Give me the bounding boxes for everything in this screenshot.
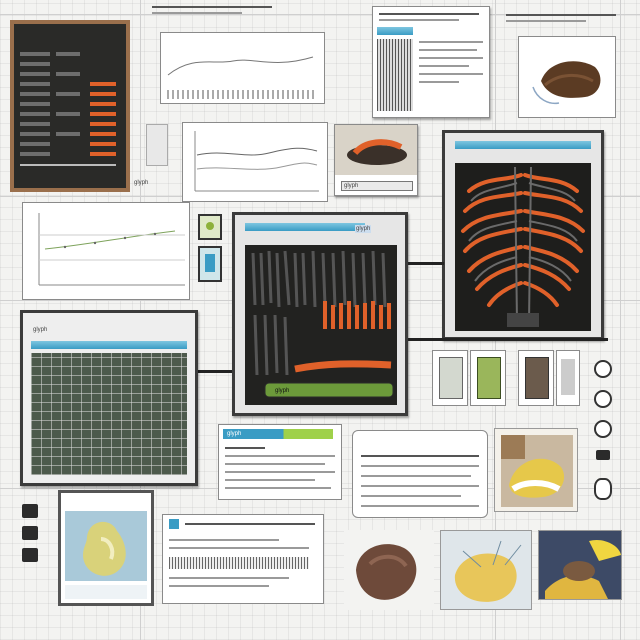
document-barcode: [377, 39, 413, 111]
line-chart-panel[interactable]: [182, 122, 328, 202]
toggle-icon[interactable]: [198, 214, 222, 240]
scatter-plot: [38, 213, 185, 286]
small-button[interactable]: [22, 526, 38, 540]
circle-button-icon[interactable]: [594, 420, 612, 438]
header-text-line: [506, 14, 616, 16]
line-chart-plot: [194, 131, 319, 192]
thumbnail-device-3[interactable]: [518, 350, 554, 406]
specimen-thumbnail-yellow[interactable]: [494, 428, 578, 512]
photo-caption: glyph: [344, 183, 359, 189]
circle-button-icon[interactable]: [594, 360, 612, 378]
specimen-thumbnail-top[interactable]: [518, 36, 616, 118]
top-label: glyph: [134, 180, 149, 186]
data-table-grid: [31, 353, 187, 475]
thumbnail-device-1[interactable]: [432, 350, 468, 406]
text-panel[interactable]: [352, 430, 488, 518]
connector-line: [408, 338, 608, 341]
document-titlebar: [377, 27, 413, 35]
striped-table: [20, 52, 120, 172]
photo-image: [335, 125, 417, 175]
table-screen-panel[interactable]: [10, 20, 130, 192]
center-viewer-titlebar: [245, 223, 365, 231]
specimen-image: [501, 435, 573, 507]
center-viewer-footer: glyph: [275, 388, 290, 394]
data-table-panel[interactable]: glyph: [20, 310, 198, 486]
info-panel-title: glyph: [227, 431, 242, 437]
header-text-line: [506, 20, 586, 22]
thumbnail-device-4[interactable]: [556, 350, 580, 406]
photo-card[interactable]: glyph: [334, 124, 418, 196]
document-panel[interactable]: [372, 6, 490, 118]
data-table-header: glyph: [33, 327, 48, 333]
specimen-image: [539, 531, 621, 599]
specimen-thumbnail-brown[interactable]: [344, 530, 434, 610]
pear-image: [65, 511, 147, 599]
guide-line: [620, 0, 621, 640]
data-table-titlebar: [31, 341, 187, 349]
connector-line: [408, 262, 444, 265]
small-button[interactable]: [22, 548, 38, 562]
center-viewer-header: glyph: [355, 225, 372, 233]
rib-viewer-titlebar: [455, 141, 591, 149]
specimen-thumbnail-white[interactable]: [440, 530, 532, 610]
specimen-image: [454, 540, 522, 602]
circle-button-icon[interactable]: [594, 390, 612, 408]
guide-line: [0, 14, 640, 15]
photo-caption-box: glyph: [341, 181, 413, 191]
rib-image: [461, 166, 585, 327]
specimen-image: [532, 61, 601, 105]
pear-thumbnail[interactable]: [58, 490, 154, 606]
device-icon[interactable]: [146, 124, 168, 166]
form-panel[interactable]: [162, 514, 324, 604]
info-panel[interactable]: glyph: [218, 424, 342, 500]
form-icon: [169, 519, 179, 529]
specimen-image: [356, 544, 417, 600]
header-text-line: [152, 6, 272, 8]
waveform-plot: [167, 56, 314, 99]
center-viewer-image: [251, 250, 394, 398]
center-viewer-screen: glyph: [245, 245, 397, 405]
thumbnail-device-2[interactable]: [470, 350, 506, 406]
header-text-line: [152, 12, 242, 14]
form-barcode: [169, 557, 309, 569]
rib-viewer-screen: [455, 163, 591, 331]
device-icon[interactable]: [198, 246, 222, 282]
specimen-thumbnail-dark[interactable]: [538, 530, 622, 600]
circle-button-icon[interactable]: [594, 478, 612, 500]
info-panel-titlebar: [223, 429, 333, 439]
scatter-chart-panel[interactable]: [22, 202, 190, 300]
center-viewer-panel[interactable]: glyph glyph: [232, 212, 408, 416]
rib-viewer-panel[interactable]: [442, 130, 604, 340]
connector-line: [190, 370, 232, 373]
small-button[interactable]: [22, 504, 38, 518]
waveform-panel[interactable]: [160, 32, 325, 104]
small-button[interactable]: [596, 450, 610, 460]
